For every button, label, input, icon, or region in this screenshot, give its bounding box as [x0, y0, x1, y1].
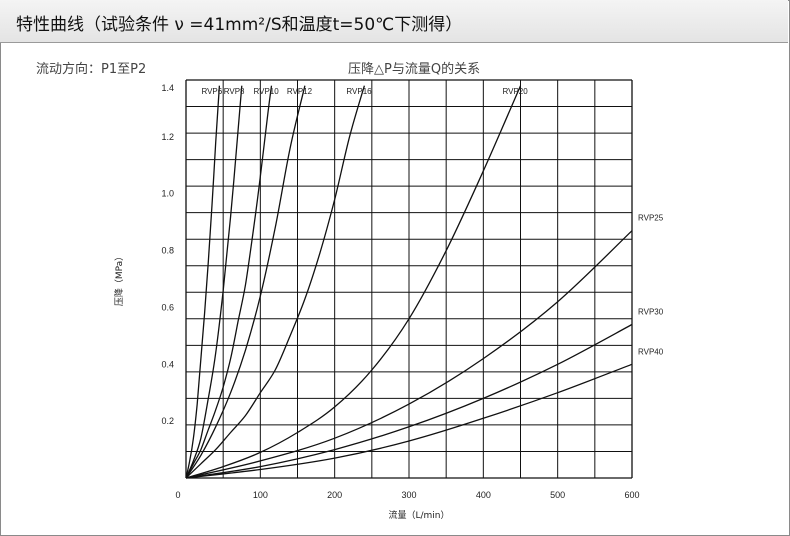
y-tick-label: 0.6 — [161, 302, 174, 312]
x-axis-label: 流量（L/min） — [388, 509, 449, 521]
curve-label-rvp20: RVP20 — [503, 87, 529, 96]
x-tick-label: 300 — [401, 490, 416, 500]
curve-label-rvp6: RVP6 — [201, 87, 222, 96]
y-tick-label: 0.2 — [161, 416, 174, 426]
y-tick-label: 0.8 — [161, 246, 174, 256]
curve-label-rvp16: RVP16 — [346, 87, 372, 96]
curve-label-rvp10: RVP10 — [253, 87, 279, 96]
chart-title: 压降△P与流量Q的关系 — [348, 62, 481, 77]
x-tick-label: 600 — [624, 490, 639, 500]
page-title: 特性曲线（试验条件 ν =41mm²/S和温度t=50℃下测得） — [16, 15, 463, 35]
y-tick-label: 1.2 — [161, 132, 174, 142]
curve-labels: RVP6 RVP8 RVP10 RVP12 RVP16 RVP20 RVP25 RVP30 RV… — [201, 87, 663, 356]
title-bar: 特性曲线（试验条件 ν =41mm²/S和温度t=50℃下测得） — [0, 0, 788, 43]
curve-label-rvp12: RVP12 — [287, 87, 313, 96]
curve-label-rvp40: RVP40 — [638, 347, 664, 356]
curve-layer — [185, 85, 633, 479]
x-tick-label: 200 — [327, 490, 342, 500]
flow-direction-note: 流动方向：P1至P2 — [36, 62, 147, 77]
x-tick-label: 500 — [550, 490, 565, 500]
y-tick-label: 1.0 — [161, 189, 174, 199]
curve-rvp40 — [185, 363, 633, 479]
curve-rvp30 — [185, 323, 633, 479]
curve-label-rvp8: RVP8 — [224, 87, 245, 96]
curve-rvp6 — [185, 85, 221, 479]
curve-rvp12 — [185, 85, 306, 479]
curve-rvp16 — [185, 85, 366, 479]
x-tick-label: 100 — [253, 490, 268, 500]
y-axis-label: 压降（MPa） — [113, 252, 125, 306]
curve-rvp20 — [185, 85, 522, 479]
x-tick-label: 400 — [476, 490, 491, 500]
axis-ticks: 0 100 200 300 400 500 600 0.2 0.4 0.6 0.8 1.0 1.2 1.4 — [161, 83, 639, 500]
curve-rvp10 — [185, 85, 273, 479]
curve-rvp8 — [185, 85, 243, 479]
chart-grid — [185, 79, 633, 479]
y-tick-label: 0.4 — [161, 359, 174, 369]
y-tick-label: 1.4 — [161, 83, 174, 93]
curve-rvp25 — [185, 230, 633, 479]
curve-label-rvp25: RVP25 — [638, 214, 664, 223]
curve-label-rvp30: RVP30 — [638, 307, 664, 316]
x-tick-label: 0 — [175, 490, 180, 500]
